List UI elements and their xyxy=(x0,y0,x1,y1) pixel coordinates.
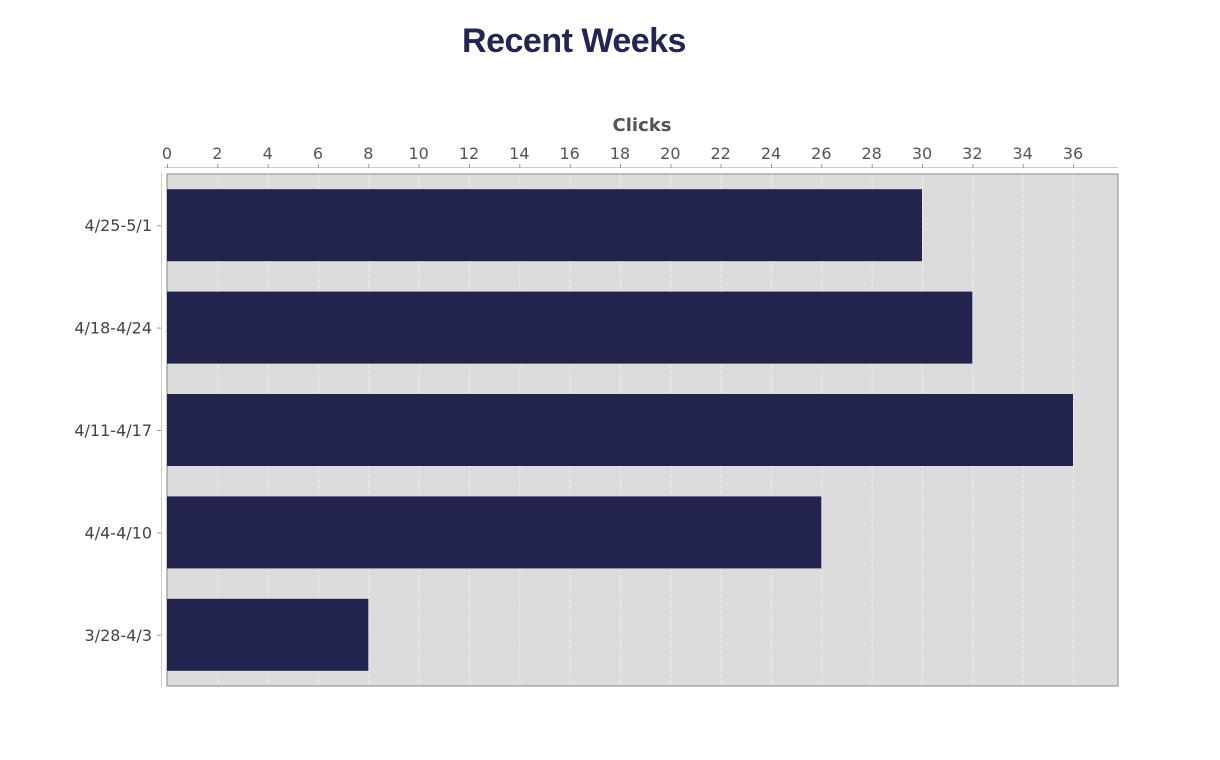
x-tick-label: 10 xyxy=(408,144,428,163)
x-tick-label: 22 xyxy=(710,144,730,163)
bar xyxy=(167,189,922,262)
x-tick-label: 18 xyxy=(610,144,630,163)
x-axis-title: Clicks xyxy=(613,115,672,136)
x-tick-label: 12 xyxy=(459,144,479,163)
bars xyxy=(167,189,1073,671)
axes: 0 2 4 6 8 10 12 14 16 18 20 22 24 26 28 30 32 34 364/25-5/… xyxy=(74,144,1118,688)
x-tick-label: 4 xyxy=(263,144,273,163)
x-tick-label: 0 xyxy=(162,144,172,163)
y-category-label: 4/11-4/17 xyxy=(74,421,152,440)
bar xyxy=(167,291,973,364)
y-category-label: 4/25-5/1 xyxy=(85,216,152,235)
bar xyxy=(167,496,822,569)
x-tick-label: 20 xyxy=(660,144,680,163)
x-tick-label: 14 xyxy=(509,144,529,163)
y-category-label: 4/4-4/10 xyxy=(85,523,152,542)
x-tick-label: 8 xyxy=(363,144,373,163)
bar xyxy=(167,394,1073,466)
x-tick-label: 24 xyxy=(761,144,781,163)
x-tick-label: 28 xyxy=(861,144,881,163)
x-tick-label: 16 xyxy=(559,144,579,163)
x-tick-label: 30 xyxy=(912,144,932,163)
x-tick-label: 26 xyxy=(811,144,831,163)
x-tick-label: 34 xyxy=(1012,144,1032,163)
x-tick-label: 6 xyxy=(313,144,323,163)
y-category-label: 4/18-4/24 xyxy=(74,319,152,338)
bar xyxy=(167,598,369,671)
y-category-label: 3/28-4/3 xyxy=(85,626,152,645)
x-tick-label: 32 xyxy=(962,144,982,163)
x-tick-label: 2 xyxy=(212,144,222,163)
chart-title: Recent Weeks xyxy=(462,22,686,60)
x-tick-label: 36 xyxy=(1063,144,1083,163)
